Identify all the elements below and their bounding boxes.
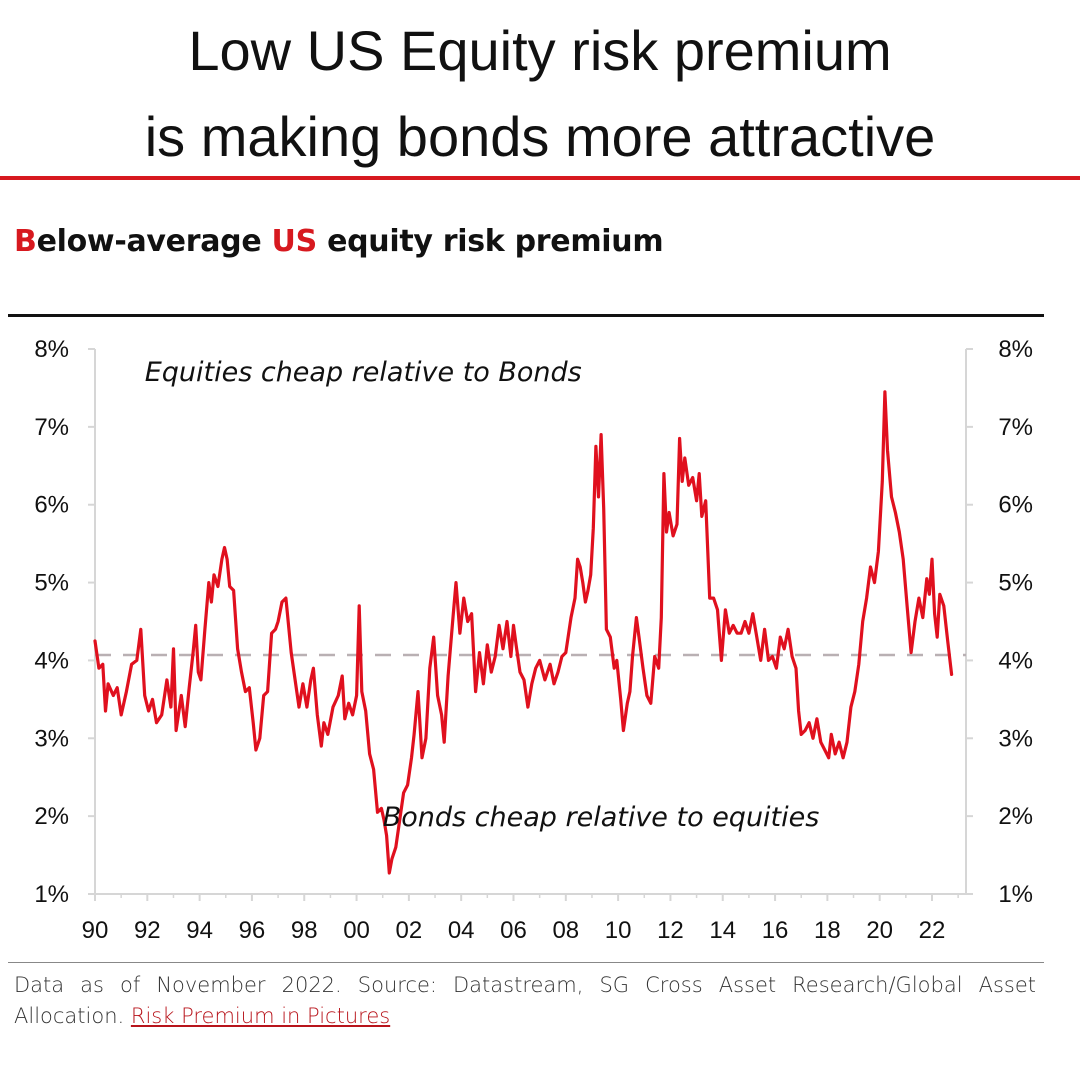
x-tick-label: 00 — [343, 917, 370, 944]
annotation-bonds-cheap: Bonds cheap relative to equities — [383, 802, 820, 833]
footnote-divider — [8, 962, 1044, 963]
x-tick-label: 98 — [291, 917, 318, 944]
chart-series — [93, 390, 954, 875]
chart-title-highlight: US — [271, 224, 318, 259]
footnote-link[interactable]: Risk Premium in Pictures — [130, 1004, 391, 1028]
x-tick-label: 18 — [814, 917, 841, 944]
y-tick-label-right: 6% — [998, 492, 1033, 519]
y-tick-label-left: 2% — [34, 803, 69, 830]
y-tick-label-right: 7% — [998, 414, 1033, 441]
x-tick-label: 96 — [239, 917, 266, 944]
chart-title: Below-average US equity risk premium — [14, 224, 664, 259]
y-tick-label-right: 3% — [998, 725, 1033, 752]
headline-divider — [0, 176, 1080, 180]
y-tick-label-left: 6% — [34, 492, 69, 519]
headline-line-1: Low US Equity risk premium — [188, 19, 892, 82]
headline: Low US Equity risk premium is making bon… — [0, 8, 1080, 180]
x-tick-label: 94 — [186, 917, 213, 944]
x-tick-label: 06 — [500, 917, 527, 944]
x-tick-label: 14 — [709, 917, 736, 944]
x-tick-label: 12 — [657, 917, 684, 944]
x-tick-label: 10 — [605, 917, 632, 944]
x-tick-label: 02 — [396, 917, 423, 944]
chart-labels: 1% 1% 2% 2% 3% 3% 4% 4% 5% 5% 6% 6% 7% 7% 8% 8% 90 92 94 96… — [34, 336, 1033, 944]
y-tick-label-right: 1% — [998, 881, 1033, 908]
x-tick-label: 22 — [919, 917, 946, 944]
x-tick-label: 04 — [448, 917, 475, 944]
footnote: Data as of November 2022. Source: Datast… — [14, 970, 1036, 1032]
y-tick-label-left: 5% — [34, 570, 69, 597]
chart-title-initial: B — [14, 224, 37, 259]
x-tick-label: 16 — [762, 917, 789, 944]
x-tick-label: 08 — [552, 917, 579, 944]
chart-title-part-2: equity risk premium — [316, 224, 664, 259]
x-tick-label: 90 — [82, 917, 109, 944]
y-tick-label-left: 8% — [34, 336, 69, 363]
risk-premium-chart: 1% 1% 2% 2% 3% 3% 4% 4% 5% 5% 6% 6% 7% 7% 8% 8% 90 92 94 96… — [34, 336, 1033, 944]
chart-top-rule — [8, 314, 1044, 317]
y-tick-label-left: 7% — [34, 414, 69, 441]
x-tick-label: 20 — [866, 917, 893, 944]
headline-line-2: is making bonds more attractive — [144, 105, 936, 168]
y-tick-label-right: 8% — [998, 336, 1033, 363]
chart-axes — [88, 348, 973, 901]
y-tick-label-right: 4% — [998, 647, 1033, 674]
y-tick-label-left: 3% — [34, 725, 69, 752]
y-tick-label-right: 2% — [998, 803, 1033, 830]
risk-premium-line — [93, 390, 954, 875]
y-tick-label-left: 1% — [34, 881, 69, 908]
footnote-text: Data as of November 2022. Source: Datast… — [14, 973, 1036, 1028]
chart-title-part-1: elow-average — [36, 224, 272, 259]
y-tick-label-right: 5% — [998, 570, 1033, 597]
annotation-equities-cheap: Equities cheap relative to Bonds — [145, 357, 582, 388]
y-tick-label-left: 4% — [34, 647, 69, 674]
x-tick-label: 92 — [134, 917, 161, 944]
